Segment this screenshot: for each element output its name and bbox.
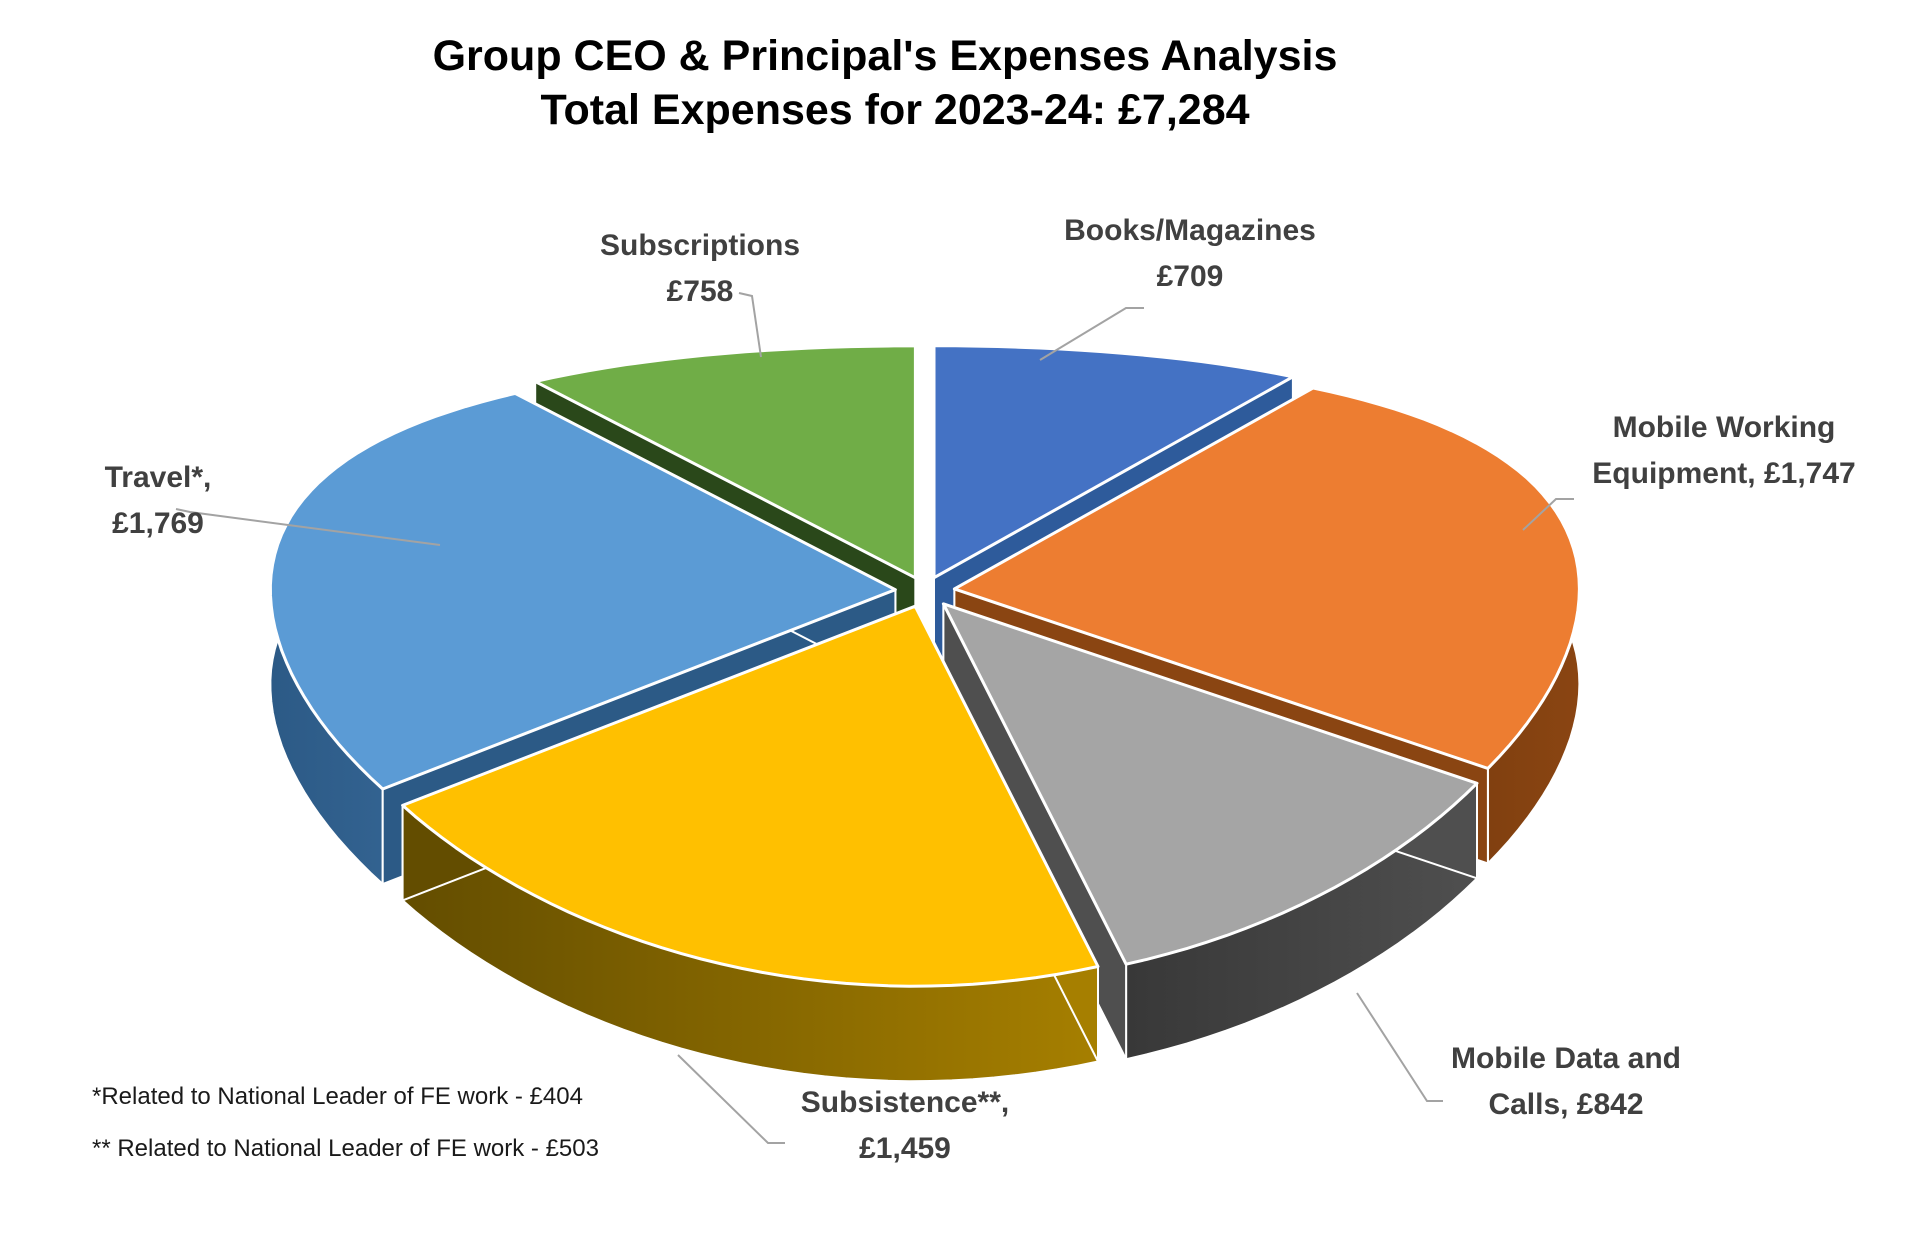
leader-line-books-magazines (1039, 307, 1144, 361)
slice-label-books-magazines: Books/Magazines £709 (1064, 214, 1316, 293)
leader-line-travel (175, 508, 441, 546)
chart-subtitle: Total Expenses for 2023-24: £7,284 (540, 86, 1250, 134)
pie-slice-subsistence (401, 604, 1100, 988)
leader-line-subscriptions (738, 292, 762, 358)
pie-slice-travel (268, 391, 897, 791)
pie-slice-subscriptions (533, 344, 917, 580)
slice-label-mobile-data-and-calls: Mobile Data and Calls, £842 (1451, 1042, 1681, 1121)
chart-title: Group CEO & Principal's Expenses Analysi… (432, 32, 1338, 80)
pie-slice-mobile-data-and-calls (941, 602, 1479, 966)
slice-label-subscriptions: Subscriptions £758 (600, 229, 800, 308)
slice-label-travel: Travel*, £1,769 (105, 461, 212, 540)
slice-label-subsistence: Subsistence**, £1,459 (801, 1086, 1009, 1165)
slice-label-mobile-working-equipment: Mobile Working Equipment, £1,747 (1592, 411, 1855, 490)
leader-line-mobile-working-equipment (1522, 498, 1574, 531)
footnote-subsistence: ** Related to National Leader of FE work… (92, 1135, 599, 1162)
pie-slice-books-magazines (932, 344, 1295, 580)
pie-slice-mobile-working-equipment (952, 386, 1581, 770)
leader-line-mobile-data-and-calls (1356, 992, 1443, 1102)
footnote-travel: *Related to National Leader of FE work -… (92, 1083, 583, 1110)
leader-line-subsistence (677, 1054, 785, 1144)
